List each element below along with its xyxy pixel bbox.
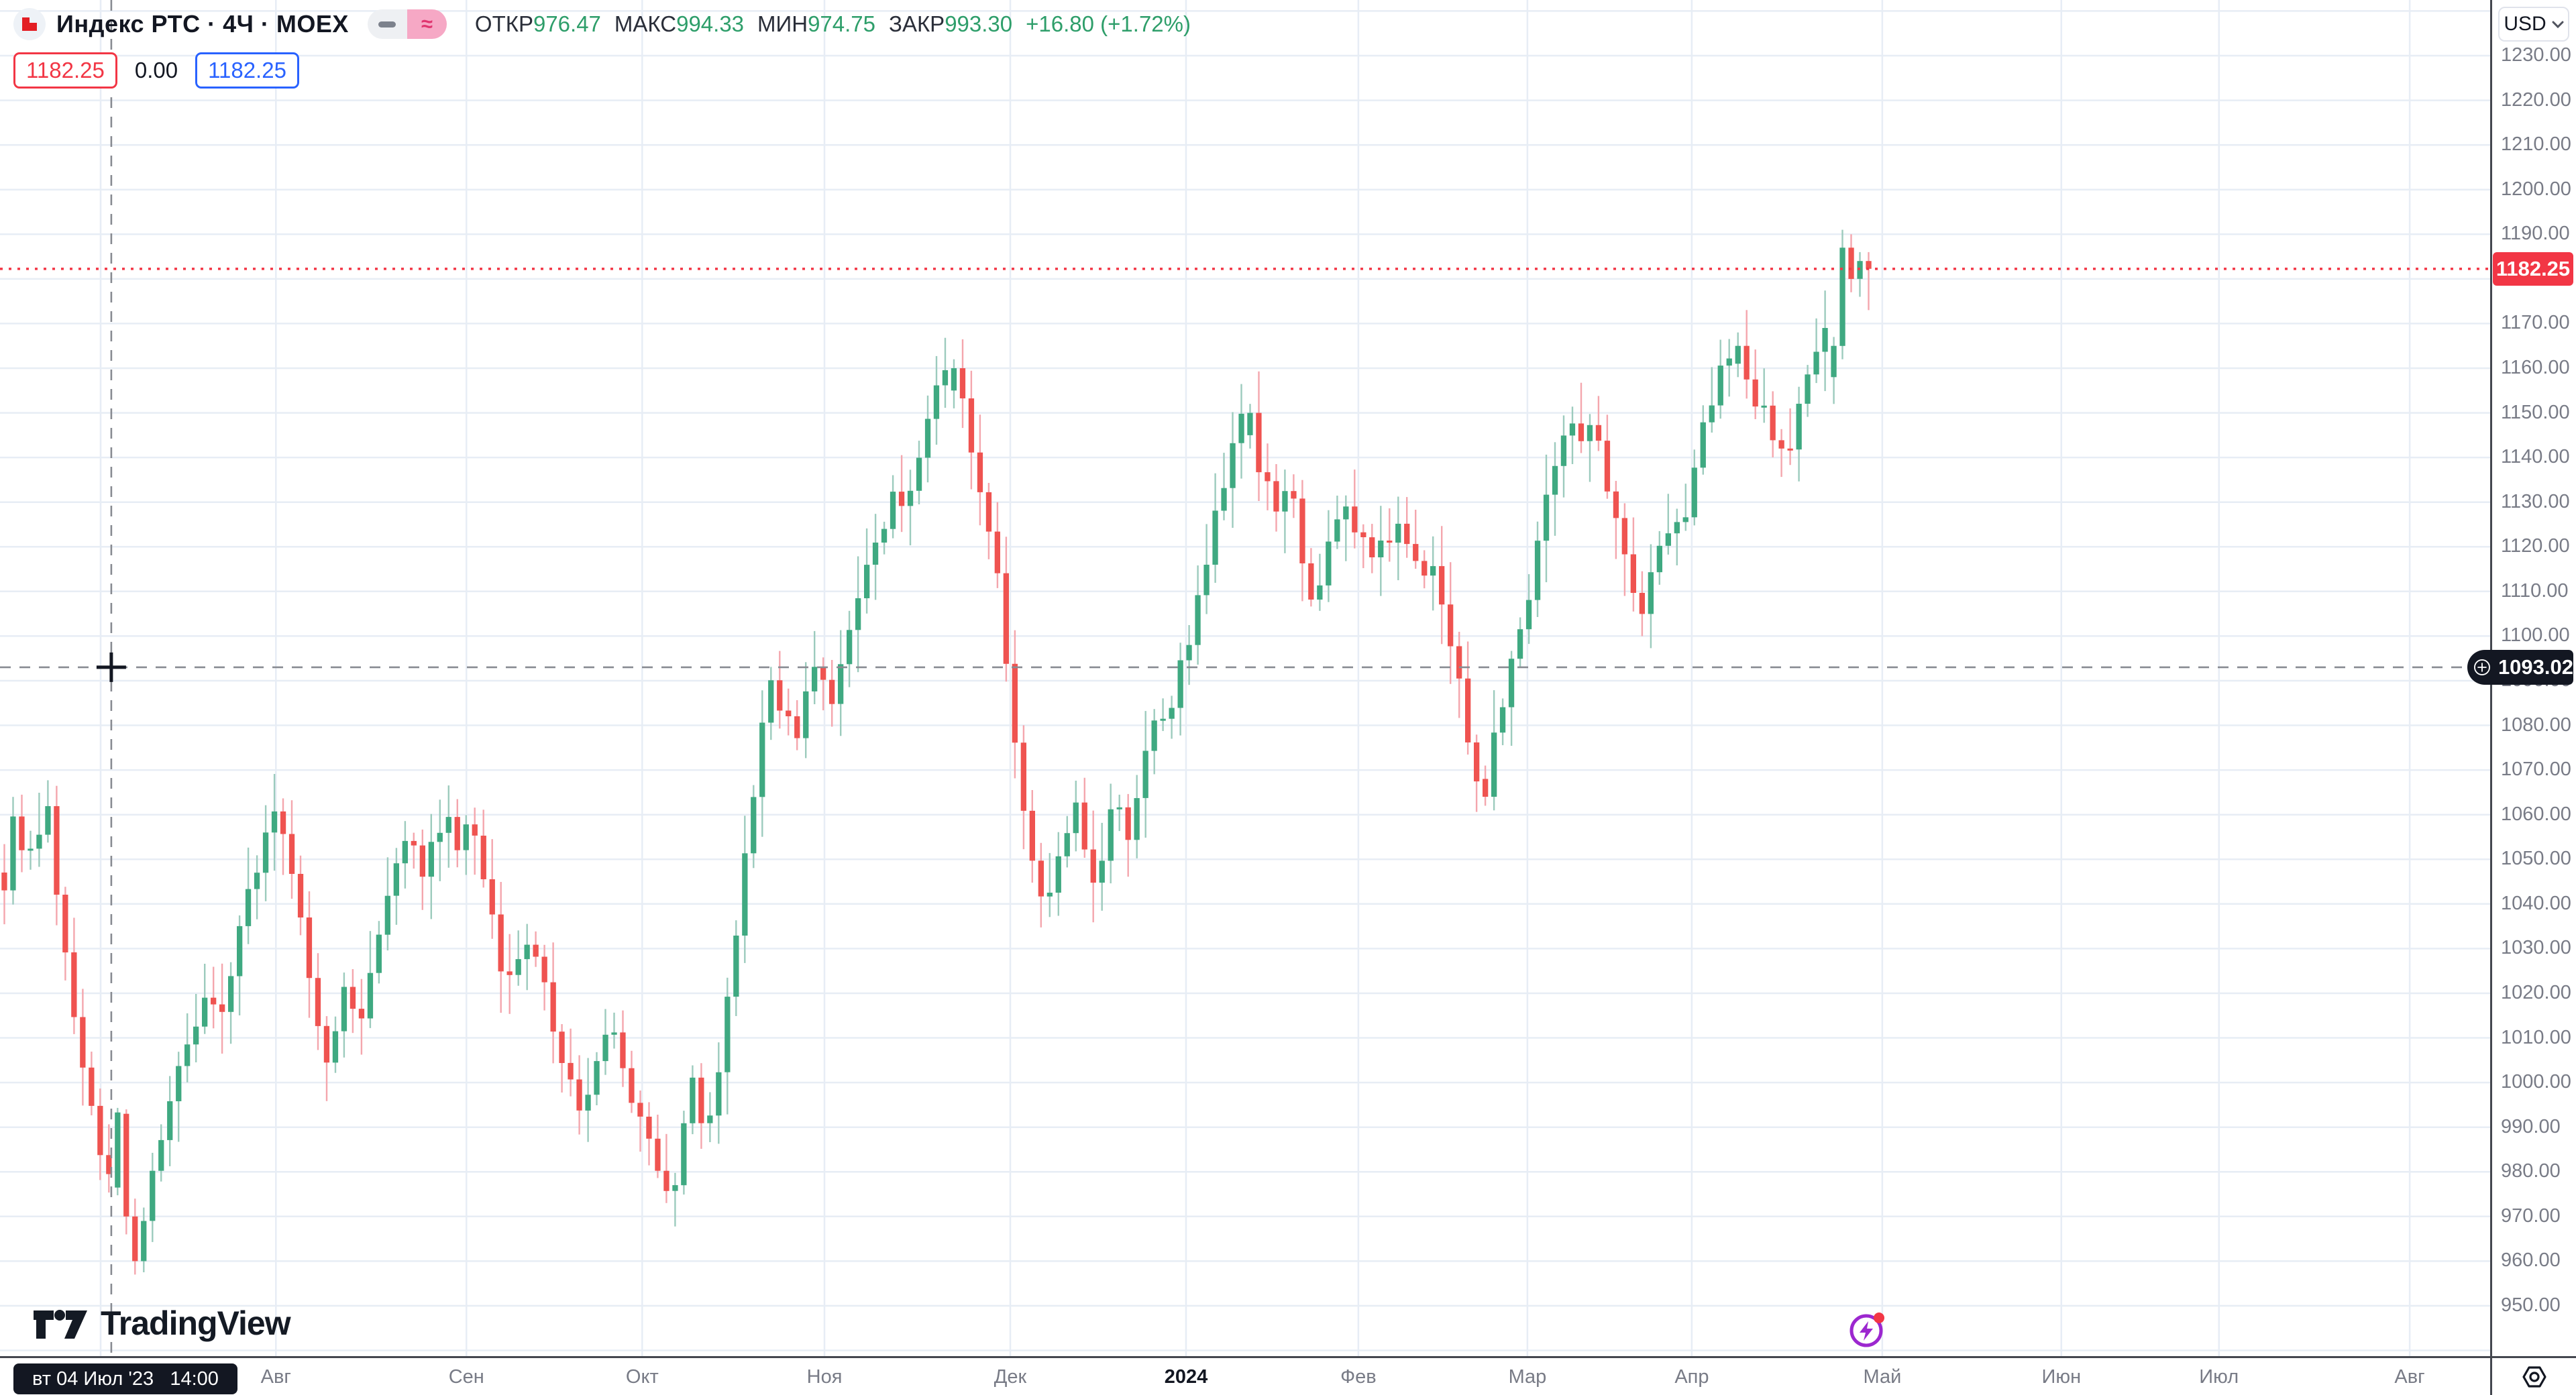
chevron-down-icon [2552,21,2564,28]
last-price-value: 1182.25 [2496,256,2571,280]
scales-settings-corner[interactable] [2490,1356,2576,1395]
ohlc-open-value: 976.47 [533,11,601,36]
price-tick-label: 1060.00 [2501,803,2571,825]
spread-value: 0.00 [134,58,178,82]
chip-wave-icon: ≈ [407,9,447,39]
price-tick-label: 950.00 [2501,1294,2561,1316]
price-tick-label: 1100.00 [2501,624,2570,647]
crosshair-time-badge: вт 04 Июл '23 14:00 [13,1363,237,1394]
price-tick-label: 1130.00 [2501,490,2570,512]
time-tick-label: Дек [994,1366,1027,1388]
buy-price-button[interactable]: 1182.25 [195,52,299,89]
currency-label: USD [2504,13,2546,35]
tradingview-wordmark: TradingView [101,1304,291,1342]
price-tick-label: 1160.00 [2501,356,2570,378]
crosshair-time-value: вт 04 Июл '23 14:00 [32,1368,219,1390]
time-tick-label: Май [1863,1366,1902,1388]
candlestick-chart-canvas[interactable] [0,0,2490,1356]
ohlc-low-label: МИН [757,11,808,36]
price-tick-label: 970.00 [2501,1205,2561,1227]
indicator-chips[interactable]: ≈ [367,9,447,39]
price-tick-label: 960.00 [2501,1249,2561,1272]
crosshair-price-badge: 1093.02 [2467,649,2573,685]
price-tick-label: 1110.00 [2501,579,2569,602]
gear-icon[interactable] [2520,1362,2549,1392]
price-tick-label: 980.00 [2501,1160,2561,1182]
price-tick-label: 1220.00 [2501,89,2571,111]
price-tick-label: 1070.00 [2501,759,2571,781]
symbol-legend: Индекс РТС · 4Ч · MOEX ≈ ОТКР976.47 МАКС… [13,8,1191,40]
price-tick-label: 1030.00 [2501,937,2571,959]
price-tick-label: 1210.00 [2501,133,2571,156]
ohlc-readout: ОТКР976.47 МАКС994.33 МИН974.75 ЗАКР993.… [475,11,1191,37]
rts-logo-icon [22,17,37,31]
price-tick-label: 1010.00 [2501,1026,2571,1048]
trade-buttons-row: 1182.25 0.00 1182.25 [13,52,299,89]
price-tick-label: 1120.00 [2501,535,2570,557]
price-tick-label: 1150.00 [2501,401,2570,423]
time-tick-label: Июл [2199,1366,2239,1388]
price-tick-label: 1230.00 [2501,44,2571,66]
price-tick-label: 1080.00 [2501,714,2571,736]
price-tick-label: 1190.00 [2501,223,2570,245]
symbol-title[interactable]: Индекс РТС · 4Ч · MOEX [56,10,349,38]
price-tick-label: 1170.00 [2501,312,2570,334]
ohlc-open-label: ОТКР [474,11,533,36]
price-tick-label: 1200.00 [2501,178,2571,200]
time-tick-label: Мар [1508,1366,1547,1388]
price-tick-label: 1050.00 [2501,848,2571,870]
symbol-logo [13,8,46,40]
add-alert-plus-icon[interactable] [2473,655,2491,680]
time-tick-label: 2024 [1164,1366,1208,1388]
currency-selector-button[interactable]: USD [2498,7,2569,42]
sell-price-button[interactable]: 1182.25 [13,52,117,89]
ohlc-close-value: 993.30 [945,11,1013,36]
event-lightning-icon[interactable] [1847,1309,1888,1353]
time-scale[interactable]: вт 04 Июл '23 14:00 Авг Сен Окт Ноя Дек 2024 Ф… [0,1356,2576,1395]
time-tick-label: Фев [1340,1366,1377,1388]
ohlc-change-value: +16.80 (+1.72%) [1026,11,1191,36]
ohlc-close-label: ЗАКР [889,11,945,36]
price-tick-label: 990.00 [2501,1115,2561,1137]
crosshair-price-value: 1093.02 [2498,655,2573,679]
ohlc-high-label: МАКС [614,11,677,36]
time-tick-label: Ноя [806,1366,843,1388]
ohlc-low-value: 974.75 [808,11,876,36]
chip-dash-icon [367,9,407,39]
tradingview-logo[interactable]: TradingView [32,1304,291,1343]
ohlc-high-value: 994.33 [676,11,745,36]
price-tick-label: 1040.00 [2501,892,2571,914]
price-tick-label: 1020.00 [2501,981,2571,1003]
time-tick-label: Июн [2041,1366,2082,1388]
time-tick-label: Апр [1674,1366,1709,1388]
time-tick-label: Авг [2394,1366,2425,1388]
price-tick-label: 1000.00 [2501,1071,2571,1093]
time-tick-label: Сен [448,1366,484,1388]
last-price-badge: 1182.25 [2493,252,2573,286]
tradingview-mark-icon [34,1310,87,1339]
time-tick-label: Авг [260,1366,291,1388]
price-tick-label: 1140.00 [2501,446,2570,468]
time-tick-label: Окт [625,1366,659,1388]
